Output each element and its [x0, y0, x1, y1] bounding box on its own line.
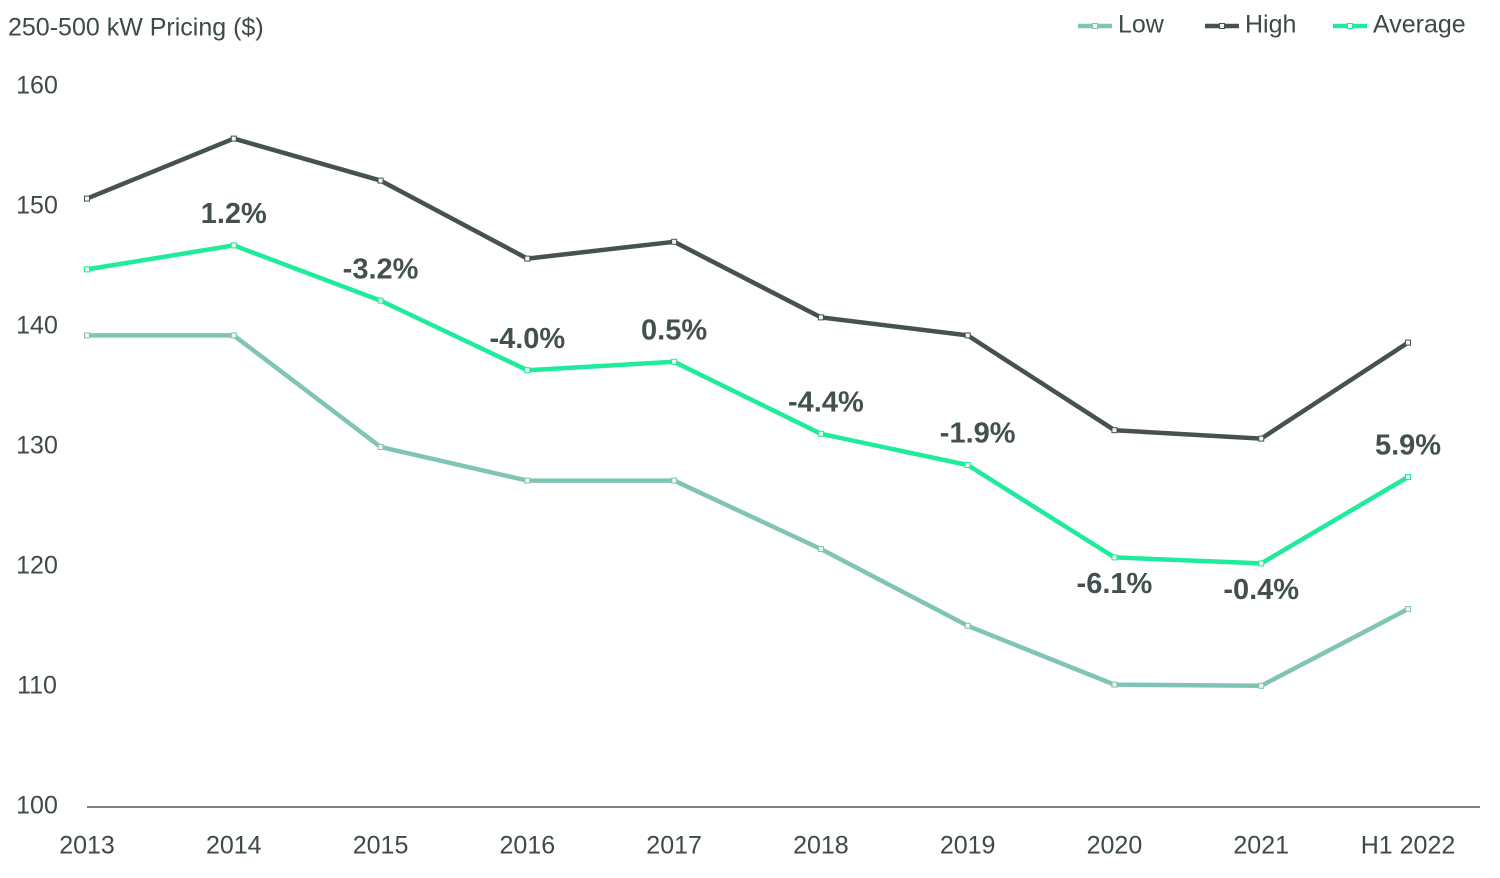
point: [817, 546, 824, 552]
x-tick-label: H1 2022: [1361, 832, 1456, 860]
point: [1405, 339, 1411, 346]
point: [377, 297, 384, 304]
point: [524, 477, 531, 484]
y-tick-label: 140: [16, 312, 58, 340]
change-label: -1.9%: [940, 418, 1016, 450]
y-tick-label: 160: [16, 72, 58, 100]
point: [84, 332, 90, 339]
x-tick-label: 2014: [206, 832, 262, 860]
change-label: 1.2%: [201, 198, 267, 230]
x-tick-label: 2015: [353, 832, 409, 860]
x-tick-label: 2019: [940, 832, 996, 860]
point: [1111, 427, 1118, 434]
legend-label: High: [1245, 11, 1296, 39]
point: [84, 195, 90, 202]
line: [86, 243, 1410, 566]
chart-title: 250-500 kW Pricing ($): [8, 14, 264, 42]
point: [964, 462, 971, 468]
point: [1405, 606, 1411, 612]
line: [86, 136, 1410, 441]
x-tick-label: 2017: [646, 832, 702, 860]
y-tick-label: 120: [16, 552, 58, 580]
line: [87, 333, 1410, 689]
change-label: 5.9%: [1375, 430, 1441, 462]
x-tick-label: 2021: [1233, 832, 1289, 860]
point: [1258, 560, 1265, 567]
change-label: -4.0%: [489, 323, 565, 355]
x-tick-label: 2013: [59, 832, 115, 860]
point: [1405, 474, 1411, 480]
point: [524, 367, 531, 374]
point: [1258, 435, 1265, 442]
point: [964, 332, 971, 339]
point: [1258, 682, 1265, 689]
point: [964, 622, 971, 629]
point: [671, 238, 678, 245]
y-tick-label: 150: [16, 192, 58, 220]
change-label: -4.4%: [788, 386, 864, 418]
point: [230, 332, 237, 339]
legend-marker: [1347, 23, 1353, 29]
change-label: 0.5%: [641, 314, 707, 346]
y-tick-label: 110: [17, 672, 57, 700]
point: [1111, 554, 1118, 561]
x-tick-label: 2020: [1087, 832, 1143, 860]
point: [671, 477, 678, 484]
change-label: -3.2%: [343, 253, 419, 285]
change-label: -0.4%: [1223, 574, 1299, 606]
x-tick-label: 2018: [793, 832, 849, 860]
point: [524, 255, 531, 262]
point: [84, 266, 90, 273]
point: [230, 135, 237, 142]
point: [230, 242, 237, 249]
y-tick-label: 100: [16, 792, 58, 820]
legend-marker: [1219, 23, 1225, 29]
point: [817, 430, 824, 437]
legend-marker: [1092, 23, 1098, 29]
y-tick-label: 130: [16, 432, 58, 460]
point: [817, 314, 824, 321]
point: [671, 358, 678, 365]
point: [1111, 681, 1118, 688]
point: [377, 177, 384, 184]
legend-label: Low: [1118, 11, 1165, 39]
x-tick-label: 2016: [500, 832, 556, 860]
point: [377, 444, 384, 450]
legend-label: Average: [1373, 11, 1466, 39]
change-label: -6.1%: [1077, 568, 1153, 600]
